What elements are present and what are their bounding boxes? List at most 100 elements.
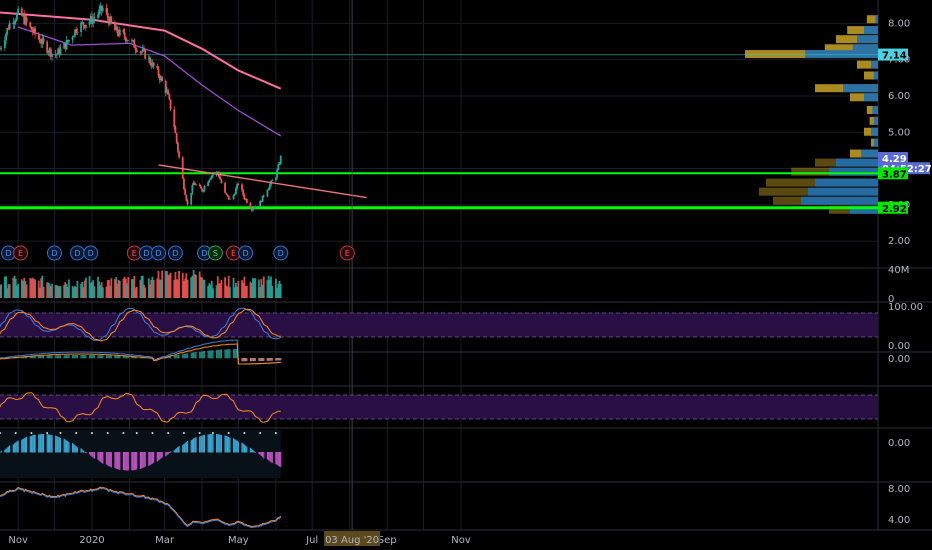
- volume-bar: [258, 279, 260, 298]
- candle-body: [176, 142, 179, 152]
- momentum-bar: [139, 452, 141, 469]
- volume-bar: [262, 276, 265, 298]
- momentum-bar: [229, 437, 231, 453]
- candle-body: [278, 163, 281, 165]
- candle-body: [42, 38, 45, 42]
- macd-histogram-bar: [102, 355, 104, 359]
- volume-profile-bar: [872, 105, 878, 114]
- macd-histogram-bar: [26, 356, 28, 359]
- volume-bar: [175, 279, 178, 298]
- candle-body: [219, 177, 222, 180]
- candle-body: [88, 21, 91, 25]
- candle-body: [266, 190, 269, 197]
- macd-histogram-bar: [84, 355, 86, 359]
- lower-line: [0, 487, 282, 529]
- volume-bar: [81, 281, 84, 298]
- macd-histogram-bar: [225, 349, 227, 359]
- momentum-bar: [173, 450, 175, 453]
- momentum-bar: [76, 447, 79, 453]
- volume-bar: [109, 285, 112, 298]
- candle-body: [271, 180, 274, 182]
- volume-bar: [168, 274, 171, 298]
- price-tag: [878, 48, 908, 61]
- momentum-bar: [235, 439, 237, 453]
- volume-bar: [274, 278, 277, 298]
- momentum-bar: [41, 434, 43, 453]
- momentum-bar: [200, 436, 202, 453]
- trendline: [158, 0, 367, 530]
- event-label: D: [201, 249, 207, 258]
- momentum-bar: [13, 443, 16, 453]
- macd-histogram-bar: [266, 358, 269, 361]
- candle-body: [244, 198, 247, 200]
- volume-bar: [99, 285, 102, 298]
- momentum-dot: [106, 432, 109, 434]
- candle-body: [185, 194, 188, 201]
- momentum-bar: [127, 452, 129, 471]
- momentum-bar: [51, 435, 53, 453]
- momentum-bar: [201, 435, 203, 453]
- candle-body: [91, 16, 93, 24]
- momentum-bar: [142, 452, 144, 468]
- candle-body: [174, 126, 177, 134]
- macd-histogram-bar: [275, 358, 277, 361]
- volume-bar: [178, 270, 180, 298]
- candle-body: [184, 188, 187, 195]
- volume-bar: [259, 286, 262, 298]
- macd-histogram-bar: [114, 355, 116, 359]
- volume-bar: [134, 288, 137, 298]
- volume-bar: [123, 276, 126, 298]
- momentum-bar: [153, 452, 155, 463]
- macd-histogram-bar: [173, 355, 175, 359]
- time-tick-label: Nov: [451, 535, 471, 546]
- momentum-bar: [12, 444, 14, 453]
- volume-bar: [93, 286, 96, 298]
- macd-histogram-bar: [245, 358, 247, 362]
- momentum-bar: [246, 446, 248, 453]
- momentum-bar: [263, 452, 265, 459]
- event-marker: [167, 245, 183, 261]
- candle-body: [249, 202, 252, 209]
- momentum-bar: [199, 436, 201, 453]
- volume-bar: [133, 275, 136, 298]
- candle-body: [233, 194, 236, 196]
- volume-bar: [143, 284, 145, 298]
- candle-body: [169, 99, 172, 110]
- macd-histogram-bar: [271, 358, 273, 361]
- macd-histogram-bar: [22, 356, 24, 359]
- price-tag: [878, 167, 908, 180]
- macd-histogram-bar: [242, 358, 244, 362]
- momentum-bar: [0, 452, 1, 453]
- pane-tick-label: 0: [888, 294, 894, 305]
- momentum-bar: [143, 452, 145, 468]
- candle-body: [101, 8, 104, 11]
- event-label: D: [5, 249, 11, 258]
- candle-body: [150, 63, 153, 67]
- candle-body: [207, 181, 210, 187]
- volume-bar: [212, 288, 214, 298]
- volume-bar: [140, 275, 143, 298]
- momentum-bar: [219, 434, 221, 453]
- pane-tick-label: 40M: [888, 265, 909, 276]
- momentum-bar: [15, 442, 17, 453]
- volume-bar: [24, 281, 27, 298]
- candle-body: [8, 22, 11, 30]
- momentum-bar: [117, 452, 120, 470]
- momentum-bar: [88, 452, 91, 455]
- momentum-bar: [157, 452, 160, 461]
- momentum-bar: [65, 440, 68, 453]
- volume-bar: [160, 279, 162, 298]
- candle-body: [46, 41, 49, 53]
- momentum-bar: [276, 452, 278, 465]
- macd-histogram-bar: [254, 358, 256, 362]
- macd-histogram-bar: [253, 358, 255, 362]
- macd-histogram-bar: [68, 355, 70, 359]
- macd-histogram-bar: [115, 355, 117, 359]
- momentum-bar: [23, 438, 25, 453]
- momentum-bar: [224, 435, 226, 453]
- momentum-bar: [115, 452, 117, 469]
- momentum-bar: [183, 443, 185, 453]
- pane-tick-label: 0.00: [888, 354, 910, 365]
